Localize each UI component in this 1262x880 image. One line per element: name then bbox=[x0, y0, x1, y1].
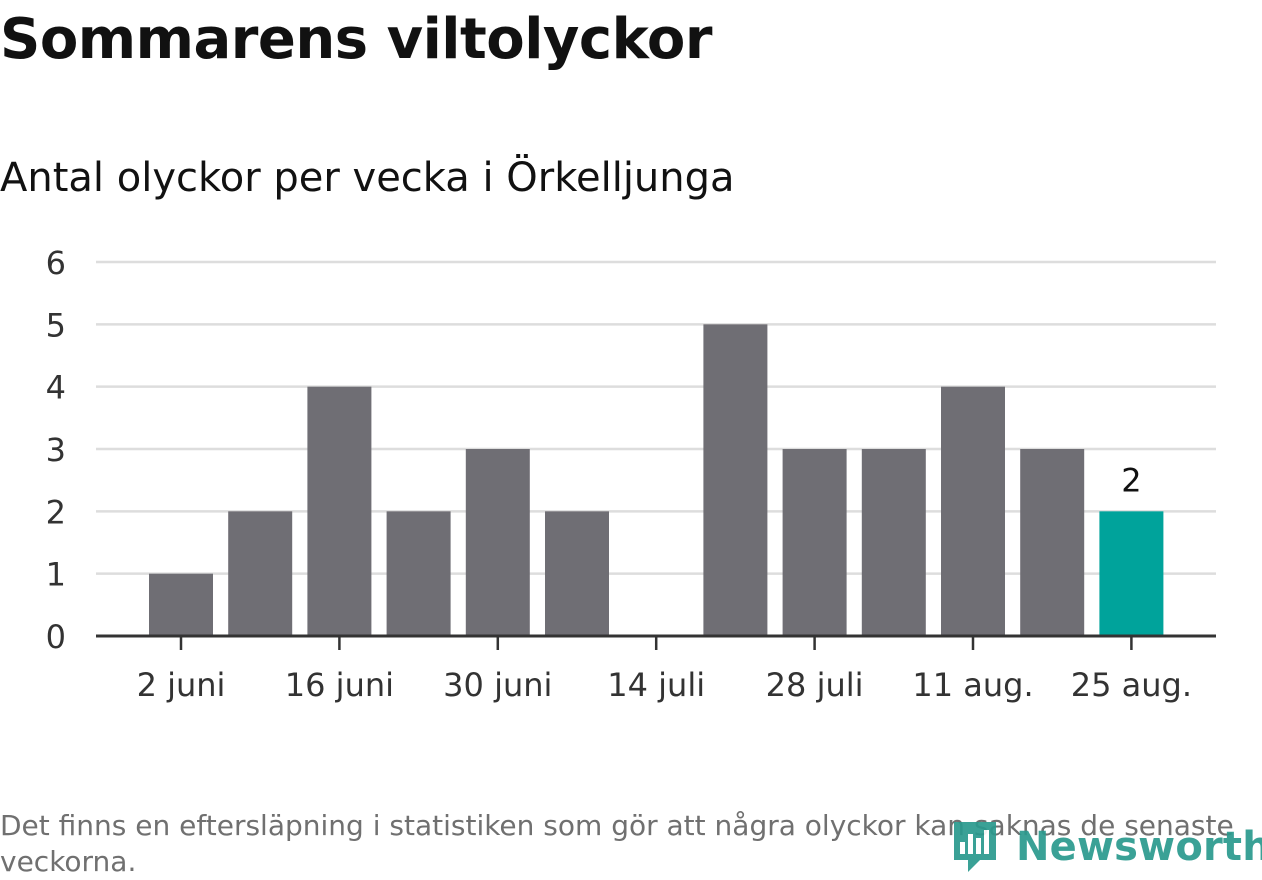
x-tick-label: 30 juni bbox=[443, 666, 552, 704]
footnote: Det finns en eftersläpning i statistiken… bbox=[0, 809, 1234, 878]
bar bbox=[941, 386, 1005, 636]
x-tick-label: 11 aug. bbox=[912, 666, 1033, 704]
x-tick-label: 16 juni bbox=[285, 666, 394, 704]
bar bbox=[782, 449, 847, 636]
y-tick-label: 3 bbox=[46, 431, 66, 469]
x-tick-label: 2 juni bbox=[137, 666, 226, 704]
x-tick-label: 14 juli bbox=[607, 666, 705, 704]
axes bbox=[96, 634, 1216, 650]
bar bbox=[149, 573, 213, 636]
y-tick-label: 4 bbox=[46, 369, 66, 407]
chart-subtitle: Antal olyckor per vecka i Örkelljunga bbox=[0, 155, 735, 201]
bar bbox=[1020, 449, 1085, 636]
bar bbox=[386, 511, 451, 636]
y-tick-label: 1 bbox=[46, 556, 66, 594]
chart-title: Sommarens viltolyckor bbox=[0, 7, 712, 72]
bar bbox=[703, 324, 768, 636]
labels: 0 1 2 3 4 5 6 2 2 juni 16 juni 30 juni 14 juli 28 ju… bbox=[46, 244, 1192, 704]
bars bbox=[149, 324, 1164, 636]
y-tick-label: 5 bbox=[46, 306, 66, 344]
bar bbox=[545, 511, 609, 636]
newsworthy-logo: Newsworthy bbox=[950, 815, 1262, 879]
data-label: 2 bbox=[1121, 461, 1141, 499]
bar bbox=[307, 386, 372, 636]
y-tick-label: 6 bbox=[46, 244, 66, 282]
bar bbox=[228, 511, 293, 636]
bar-highlighted bbox=[1099, 511, 1164, 636]
bar bbox=[465, 449, 530, 636]
y-tick-label: 0 bbox=[46, 618, 66, 656]
x-tick-label: 25 aug. bbox=[1071, 666, 1192, 704]
newsworthy-logo-icon bbox=[954, 822, 996, 872]
newsworthy-logo-text: Newsworthy bbox=[1016, 824, 1262, 870]
y-tick-label: 2 bbox=[46, 493, 66, 531]
bar-chart: 0 1 2 3 4 5 6 2 2 juni 16 juni 30 juni 14 juli 28 ju… bbox=[46, 244, 1216, 704]
x-tick-label: 28 juli bbox=[766, 666, 864, 704]
bar bbox=[861, 449, 926, 636]
